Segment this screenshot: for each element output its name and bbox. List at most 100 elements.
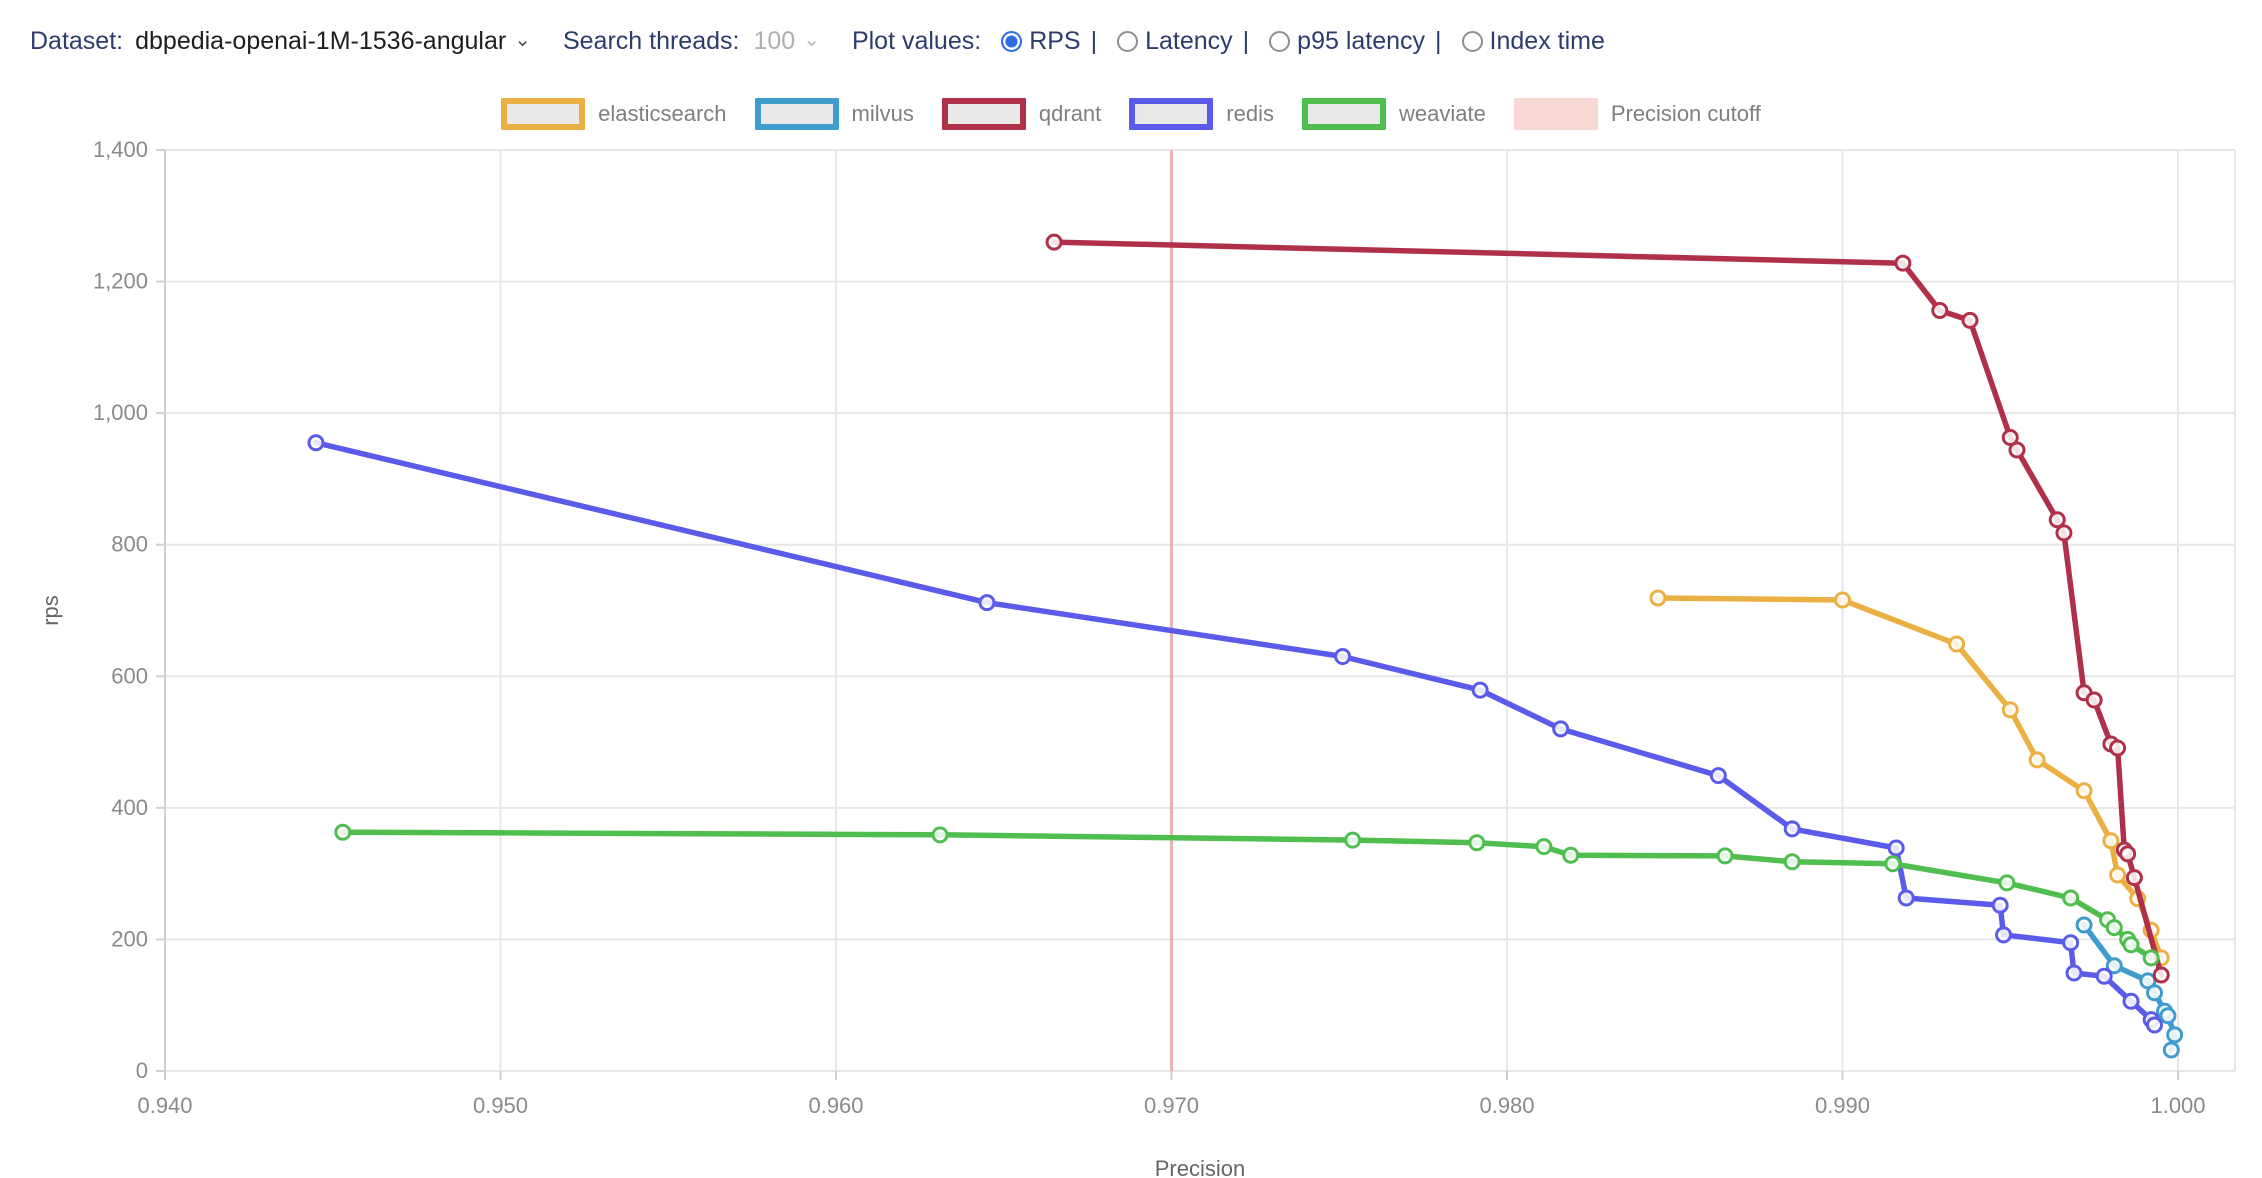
series-point-redis <box>1334 648 1352 666</box>
series-point-milvus <box>2159 1007 2177 1025</box>
series-point-weaviate <box>1562 846 1580 864</box>
legend-swatch-icon <box>754 98 839 130</box>
series-point-weaviate <box>1468 834 1486 852</box>
radio-label-p95-latency[interactable]: p95 latency <box>1297 26 1426 55</box>
legend-item-precision-cutoff[interactable]: Precision cutoff <box>1513 98 1761 130</box>
series-point-elasticsearch <box>2109 866 2127 884</box>
x-tick-label: 0.960 <box>808 1093 863 1118</box>
series-point-weaviate <box>2105 919 2123 937</box>
dataset-label: Dataset: <box>30 26 124 55</box>
search-threads-label: Search threads: <box>562 26 740 55</box>
search-threads-select[interactable]: 100 <box>753 26 796 55</box>
series-point-weaviate <box>1998 874 2016 892</box>
x-axis-title: Precision <box>1155 1156 1245 1176</box>
series-point-redis <box>1887 839 1905 857</box>
legend-swatch-icon <box>1129 98 1214 130</box>
series-point-qdrant <box>2085 691 2103 709</box>
radio-label-rps[interactable]: RPS <box>1029 26 1081 55</box>
legend-label: qdrant <box>1038 101 1102 126</box>
legend-swatch-icon <box>1301 98 1386 130</box>
series-point-redis <box>1709 767 1727 785</box>
radio-separator: | <box>1242 26 1250 55</box>
series-point-qdrant <box>1961 311 1979 329</box>
series-point-redis <box>1897 889 1915 907</box>
legend-item-qdrant[interactable]: qdrant <box>941 98 1102 130</box>
series-point-redis <box>1783 820 1801 838</box>
chevron-down-icon[interactable]: ⌄ <box>514 28 531 51</box>
series-point-redis <box>2062 934 2080 952</box>
series-line-weaviate <box>340 829 2154 961</box>
radio-index-time[interactable] <box>1461 30 1483 52</box>
legend-item-elasticsearch[interactable]: elasticsearch <box>501 98 727 130</box>
legend-item-redis[interactable]: redis <box>1129 98 1274 130</box>
radio-separator: | <box>1435 26 1442 55</box>
series-point-elasticsearch <box>2102 832 2120 850</box>
x-tick-label: 1.000 <box>2150 1093 2205 1118</box>
legend-label: weaviate <box>1398 101 1486 126</box>
series-point-elasticsearch <box>1948 635 1966 653</box>
y-tick-label: 1,200 <box>93 269 148 294</box>
series-point-qdrant <box>1045 233 1063 251</box>
series-point-qdrant <box>2109 739 2127 757</box>
series-line-redis <box>313 439 2158 1028</box>
series-point-qdrant <box>2152 966 2170 984</box>
series-point-elasticsearch <box>2001 701 2019 719</box>
radio-label-index-time[interactable]: Index time <box>1489 26 1605 55</box>
series-point-weaviate <box>334 823 352 841</box>
x-tick-label: 0.940 <box>137 1093 192 1118</box>
y-tick-label: 1,400 <box>93 137 148 162</box>
radio-latency[interactable] <box>1117 30 1139 52</box>
series-point-weaviate <box>931 826 949 844</box>
series-point-redis <box>1552 720 1570 738</box>
chart-legend: elasticsearch milvus qdrant redis weaviate Pr… <box>0 95 2262 133</box>
x-tick-label: 0.980 <box>1479 1093 1534 1118</box>
x-tick-label: 0.950 <box>473 1093 528 1118</box>
chevron-down-icon[interactable]: ⌄ <box>803 28 820 51</box>
toolbar: Dataset: dbpedia-openai-1M-1536-angular … <box>0 0 2262 62</box>
y-axis-title: rps <box>38 595 63 626</box>
series-point-weaviate <box>1884 855 1902 873</box>
legend-item-milvus[interactable]: milvus <box>754 98 914 130</box>
x-tick-label: 0.990 <box>1815 1093 1870 1118</box>
series-point-redis <box>1471 681 1489 699</box>
series-point-milvus <box>2146 984 2164 1002</box>
radio-label-latency[interactable]: Latency <box>1145 26 1233 55</box>
series-point-qdrant <box>1894 254 1912 272</box>
x-tick-label: 0.970 <box>1144 1093 1199 1118</box>
radio-rps[interactable] <box>1001 30 1023 52</box>
series-point-elasticsearch <box>2028 751 2046 769</box>
y-tick-label: 0 <box>136 1058 148 1083</box>
y-tick-label: 600 <box>111 663 148 688</box>
series-point-weaviate <box>1344 831 1362 849</box>
series-point-redis <box>978 594 996 612</box>
series-point-weaviate <box>2142 949 2160 967</box>
series-point-qdrant <box>1931 302 1949 320</box>
series-point-redis <box>2122 992 2140 1010</box>
chart-area: 0 200 400 600 800 1,000 1,200 1,400 0.940 0.950 0.… <box>0 133 2262 1178</box>
series-point-weaviate <box>2062 889 2080 907</box>
series-point-elasticsearch <box>1834 591 1851 609</box>
legend-swatch-icon <box>501 98 586 130</box>
plot-values-radio-group: RPS | Latency | p95 latency | Index time <box>991 27 1605 56</box>
series-point-weaviate <box>2122 936 2140 954</box>
legend-item-weaviate[interactable]: weaviate <box>1301 98 1486 130</box>
dataset-select[interactable]: dbpedia-openai-1M-1536-angular <box>135 26 507 55</box>
series-point-milvus <box>2162 1041 2180 1059</box>
y-tick-label: 400 <box>111 795 148 820</box>
series-line-qdrant <box>1051 239 2164 978</box>
series-point-weaviate <box>1535 838 1553 856</box>
legend-swatch-icon <box>1513 98 1598 130</box>
legend-label: redis <box>1226 101 1274 126</box>
series-point-redis <box>2146 1016 2164 1034</box>
series-point-elasticsearch <box>1649 589 1667 607</box>
series-point-elasticsearch <box>2075 782 2093 800</box>
series-point-milvus <box>2075 916 2093 934</box>
radio-p95-latency[interactable] <box>1269 30 1291 52</box>
series-point-qdrant <box>2055 524 2073 542</box>
radio-separator: | <box>1090 26 1098 55</box>
benchmark-line-chart: 0 200 400 600 800 1,000 1,200 1,400 0.940 0.950 0.… <box>38 137 2236 1178</box>
series-point-weaviate <box>1783 853 1801 871</box>
series-point-qdrant <box>2008 441 2026 459</box>
series-point-redis <box>307 434 325 452</box>
y-tick-label: 1,000 <box>93 400 148 425</box>
